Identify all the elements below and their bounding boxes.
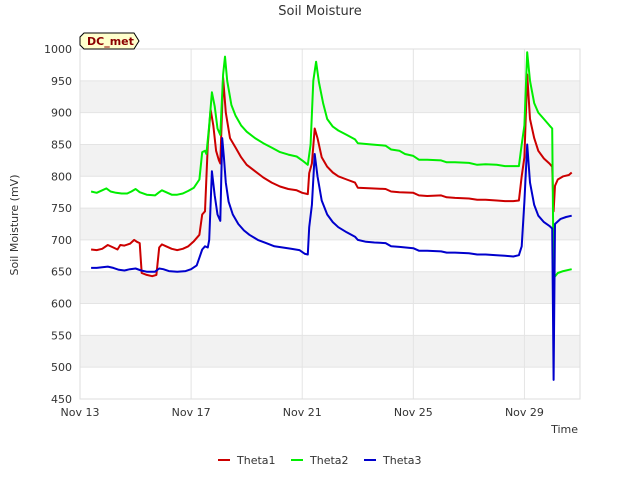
y-tick-label: 750 xyxy=(51,202,72,215)
x-tick-label: Nov 29 xyxy=(505,406,544,419)
y-tick-label: 950 xyxy=(51,75,72,88)
legend-label-theta1: Theta1 xyxy=(236,454,276,467)
station-label-box: DC_met xyxy=(79,32,140,50)
y-tick-label: 550 xyxy=(51,329,72,342)
x-tick-label: Nov 13 xyxy=(61,406,100,419)
legend-label-theta2: Theta2 xyxy=(309,454,349,467)
x-tick-label: Nov 21 xyxy=(283,406,322,419)
y-tick-label: 850 xyxy=(51,138,72,151)
y-tick-label: 700 xyxy=(51,234,72,247)
y-tick-label: 600 xyxy=(51,298,72,311)
legend: Theta1 Theta2 Theta3 xyxy=(218,454,422,467)
y-tick-label: 650 xyxy=(51,266,72,279)
y-tick-label: 450 xyxy=(51,393,72,406)
y-axis-title: Soil Moisture (mV) xyxy=(8,175,21,276)
x-tick-label: Nov 17 xyxy=(172,406,211,419)
x-axis-ticks: Nov 13 Nov 17 Nov 21 Nov 25 Nov 29 xyxy=(61,406,544,419)
y-axis-ticks: 450 500 550 600 650 700 750 800 850 900 950 1000 xyxy=(44,43,72,406)
grid-band xyxy=(80,144,580,177)
x-axis-title: Time xyxy=(550,423,578,436)
y-tick-label: 1000 xyxy=(44,43,72,56)
series-lines xyxy=(90,51,573,381)
grid-band xyxy=(80,208,580,240)
y-tick-label: 500 xyxy=(51,361,72,374)
grid-band xyxy=(80,335,580,368)
y-tick-label: 800 xyxy=(51,170,72,183)
chart-title: Soil Moisture xyxy=(278,4,362,19)
series-line-theta2 xyxy=(90,51,572,280)
grid-band xyxy=(80,271,580,304)
series-line-theta1 xyxy=(90,73,573,278)
series-line-theta3 xyxy=(91,137,572,381)
grid-band xyxy=(80,80,580,113)
x-tick-label: Nov 25 xyxy=(394,406,433,419)
plot-border xyxy=(79,48,581,400)
station-label: DC_met xyxy=(87,35,134,48)
y-tick-label: 900 xyxy=(51,107,72,120)
legend-label-theta3: Theta3 xyxy=(382,454,422,467)
station-label-shape xyxy=(79,32,140,50)
